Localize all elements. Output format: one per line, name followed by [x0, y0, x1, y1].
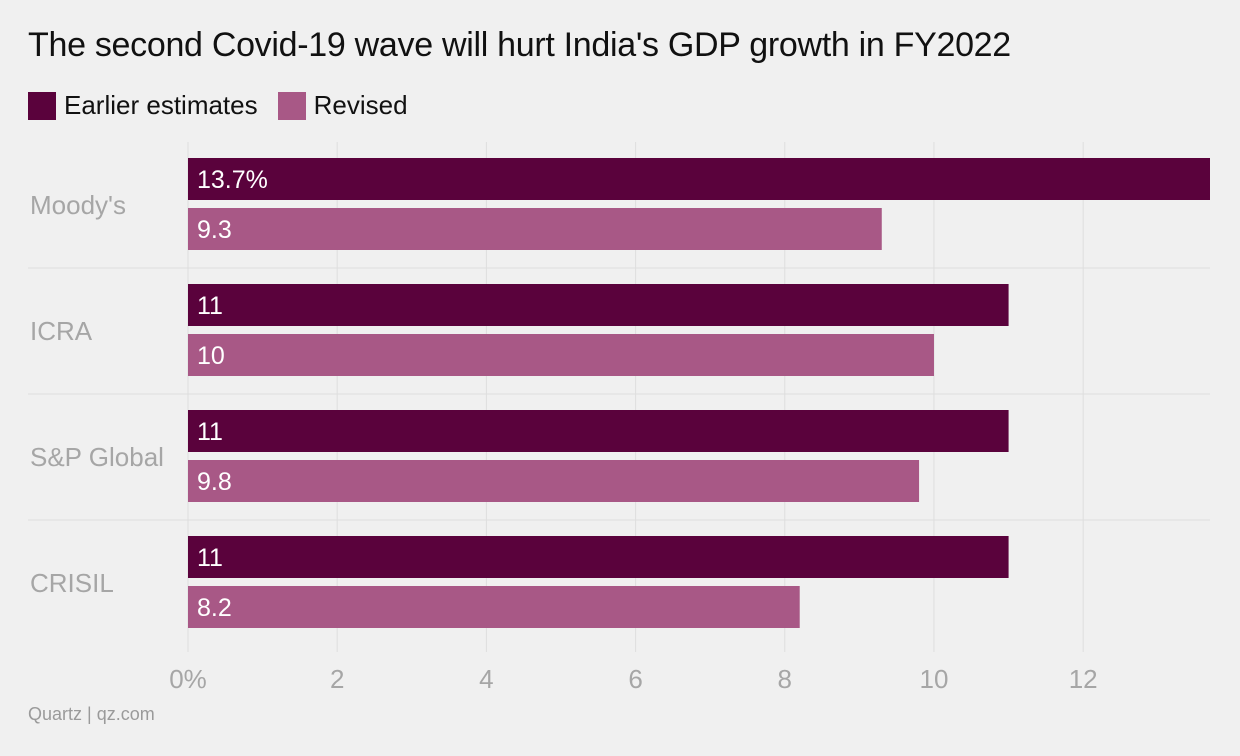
- x-tick-label: 10: [920, 664, 949, 694]
- bar-value-label: 11: [197, 292, 223, 320]
- category-label: ICRA: [30, 316, 93, 346]
- legend-label-earlier: Earlier estimates: [64, 90, 258, 120]
- bar-value-label: 13.7%: [197, 166, 268, 194]
- bar-value-label: 11: [197, 544, 223, 572]
- category-label: Moody's: [30, 190, 126, 220]
- x-tick-label: 4: [479, 664, 493, 694]
- bar-value-label: 11: [197, 418, 223, 446]
- chart-title: The second Covid-19 wave will hurt India…: [28, 26, 1011, 64]
- bar-chart: Moody's 13.7% 9.3 ICRA 11 10 S&P Global 11 9.8 CR…: [28, 142, 1210, 694]
- bar: [188, 158, 1210, 200]
- legend: Earlier estimates Revised: [28, 90, 428, 121]
- bar-value-label: 9.3: [197, 216, 232, 244]
- legend-label-revised: Revised: [313, 90, 408, 120]
- bar: [188, 334, 934, 376]
- bar-value-label: 8.2: [197, 594, 232, 622]
- legend-item-earlier: Earlier estimates: [28, 90, 258, 121]
- x-tick-label: 0%: [169, 664, 207, 694]
- bar-value-label: 10: [197, 342, 225, 370]
- x-tick-label: 6: [628, 664, 642, 694]
- bar: [188, 586, 800, 628]
- legend-swatch-earlier: [28, 91, 56, 120]
- bar: [188, 284, 1009, 326]
- x-tick-label: 12: [1069, 664, 1098, 694]
- source-credit: Quartz | qz.com: [28, 704, 155, 724]
- bar: [188, 208, 882, 250]
- bar-value-label: 9.8: [197, 468, 232, 496]
- x-tick-label: 2: [330, 664, 344, 694]
- bar: [188, 536, 1009, 578]
- legend-swatch-revised: [277, 91, 306, 120]
- bar: [188, 410, 1009, 452]
- category-label: CRISIL: [30, 568, 114, 598]
- bar: [188, 460, 920, 502]
- legend-item-revised: Revised: [277, 90, 408, 121]
- category-label: S&P Global: [30, 442, 164, 472]
- x-tick-label: 8: [778, 664, 792, 694]
